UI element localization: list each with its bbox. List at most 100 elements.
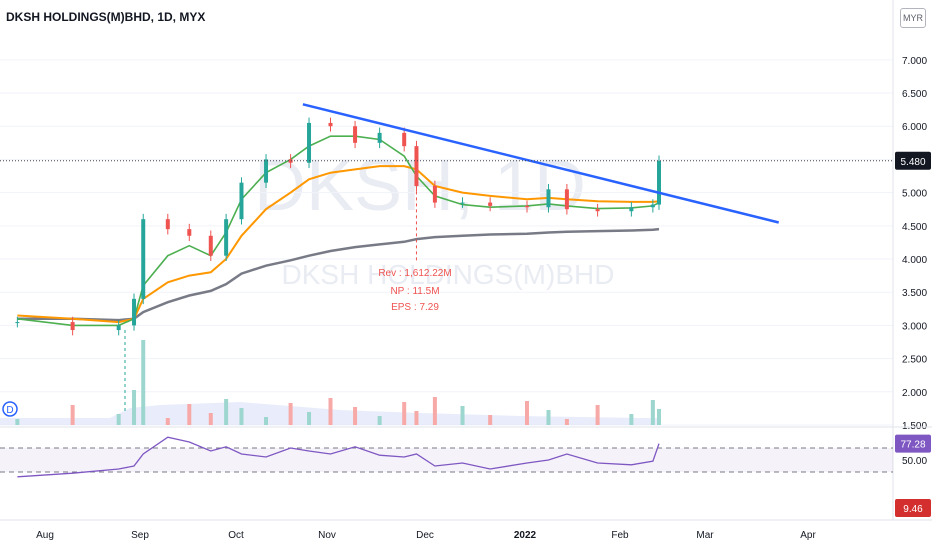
second-value-label: 9.46: [903, 504, 923, 515]
candle: [414, 140, 419, 192]
y-tick-label: 6.000: [902, 122, 927, 133]
y-tick-label: 4.500: [902, 222, 927, 233]
candle: [564, 183, 569, 215]
rsi-pane: 50.00 77.28 9.46: [0, 434, 931, 517]
volume-bar: [595, 405, 600, 425]
volume-bar: [488, 415, 493, 425]
candle: [432, 180, 437, 208]
candle: [402, 127, 407, 152]
volume-bar: [70, 405, 75, 425]
volume-bar: [650, 400, 655, 425]
x-tick-label: 2022: [514, 530, 537, 541]
candle: [141, 213, 146, 305]
candle: [224, 213, 229, 262]
trendline: [0, 103, 893, 224]
earnings-rev: Rev : 1,612.22M: [378, 268, 452, 279]
volume-bar: [208, 413, 213, 425]
rsi-line: [17, 436, 660, 478]
y-tick-label: 7.000: [902, 56, 927, 67]
rsi-tick-label: 50.00: [902, 456, 927, 467]
ema-short-line: [17, 135, 660, 327]
candle: [650, 199, 655, 213]
dividend-marker: [2, 401, 18, 417]
volume-bar: [141, 340, 146, 425]
x-tick-label: Aug: [36, 530, 54, 541]
volume-bar: [288, 403, 293, 425]
ema-mid-line: [17, 165, 660, 324]
candle: [288, 154, 293, 169]
second-value-badge: [895, 499, 931, 517]
volume-bars: [0, 340, 661, 425]
candle-body: [488, 202, 493, 206]
last-price-badge: [895, 151, 931, 170]
y-axis: 7.0006.5006.0005.5005.0004.5004.0003.500…: [0, 0, 932, 521]
candle: [307, 117, 312, 169]
x-tick-label: Oct: [228, 530, 244, 541]
rsi-value-badge: [895, 434, 931, 453]
candle: [460, 197, 465, 208]
volume-bar: [307, 412, 312, 425]
volume-bar: [546, 410, 551, 425]
chart-title: DKSH HOLDINGS(M)BHD, 1D, MYX: [6, 10, 206, 24]
volume-bar: [432, 397, 437, 425]
rsi-value-label: 77.28: [900, 440, 925, 451]
candle: [353, 120, 358, 149]
y-tick-label: 2.500: [902, 355, 927, 366]
volume-bar: [460, 406, 465, 425]
y-tick-label: 5.000: [902, 189, 927, 200]
x-tick-label: Nov: [318, 530, 336, 541]
ema-lines: [17, 135, 660, 327]
candle-body: [657, 160, 661, 205]
candle-body: [564, 189, 569, 210]
candle-body: [187, 229, 192, 236]
volume-bar: [165, 418, 170, 425]
earnings-annotations: D: [2, 179, 417, 417]
candle-body: [353, 126, 358, 143]
volume-bar: [414, 411, 419, 425]
rsi-band: [0, 448, 893, 472]
candle: [165, 213, 170, 235]
volume-bar: [116, 414, 121, 425]
candle: [239, 177, 244, 225]
volume-bar: [353, 407, 358, 425]
candle: [132, 293, 137, 331]
watermark-name: DKSH HOLDINGS(M)BHD: [282, 259, 615, 290]
volume-bar: [15, 419, 20, 425]
candle-body: [15, 322, 20, 324]
candle-body: [524, 205, 529, 208]
candle-body: [288, 159, 293, 163]
volume-bar: [264, 417, 269, 425]
candle-body: [224, 219, 229, 256]
candle-body: [402, 132, 407, 147]
volume-bar: [224, 399, 229, 425]
candle-body: [546, 189, 551, 208]
candle-body: [328, 122, 333, 127]
x-tick-label: Apr: [800, 530, 816, 541]
candle-body: [629, 207, 634, 212]
candle: [488, 197, 493, 212]
candle: [657, 155, 661, 210]
candle-body: [650, 204, 655, 208]
candle-body: [141, 219, 146, 299]
earnings-eps: EPS : 7.29: [391, 302, 439, 313]
volume-bar: [524, 401, 529, 425]
candle: [377, 127, 382, 149]
y-tick-label: 4.000: [902, 255, 927, 266]
candle: [546, 183, 551, 213]
resistance-trendline: [302, 103, 780, 224]
candle: [524, 200, 529, 213]
volume-bar: [657, 409, 661, 425]
candle-body: [165, 219, 170, 230]
candle-body: [307, 122, 312, 163]
y-tick-label: 6.500: [902, 89, 927, 100]
candle: [264, 154, 269, 188]
dividend-marker-label: D: [6, 405, 13, 416]
candle: [629, 201, 634, 217]
currency-button[interactable]: MYR: [900, 8, 926, 28]
volume-bar: [629, 414, 634, 425]
x-axis: Aug Sep Oct Nov Dec 2022 Feb Mar Apr: [36, 530, 816, 541]
candle-body: [414, 146, 419, 186]
candle: [595, 203, 600, 217]
volume-bar: [564, 419, 569, 425]
